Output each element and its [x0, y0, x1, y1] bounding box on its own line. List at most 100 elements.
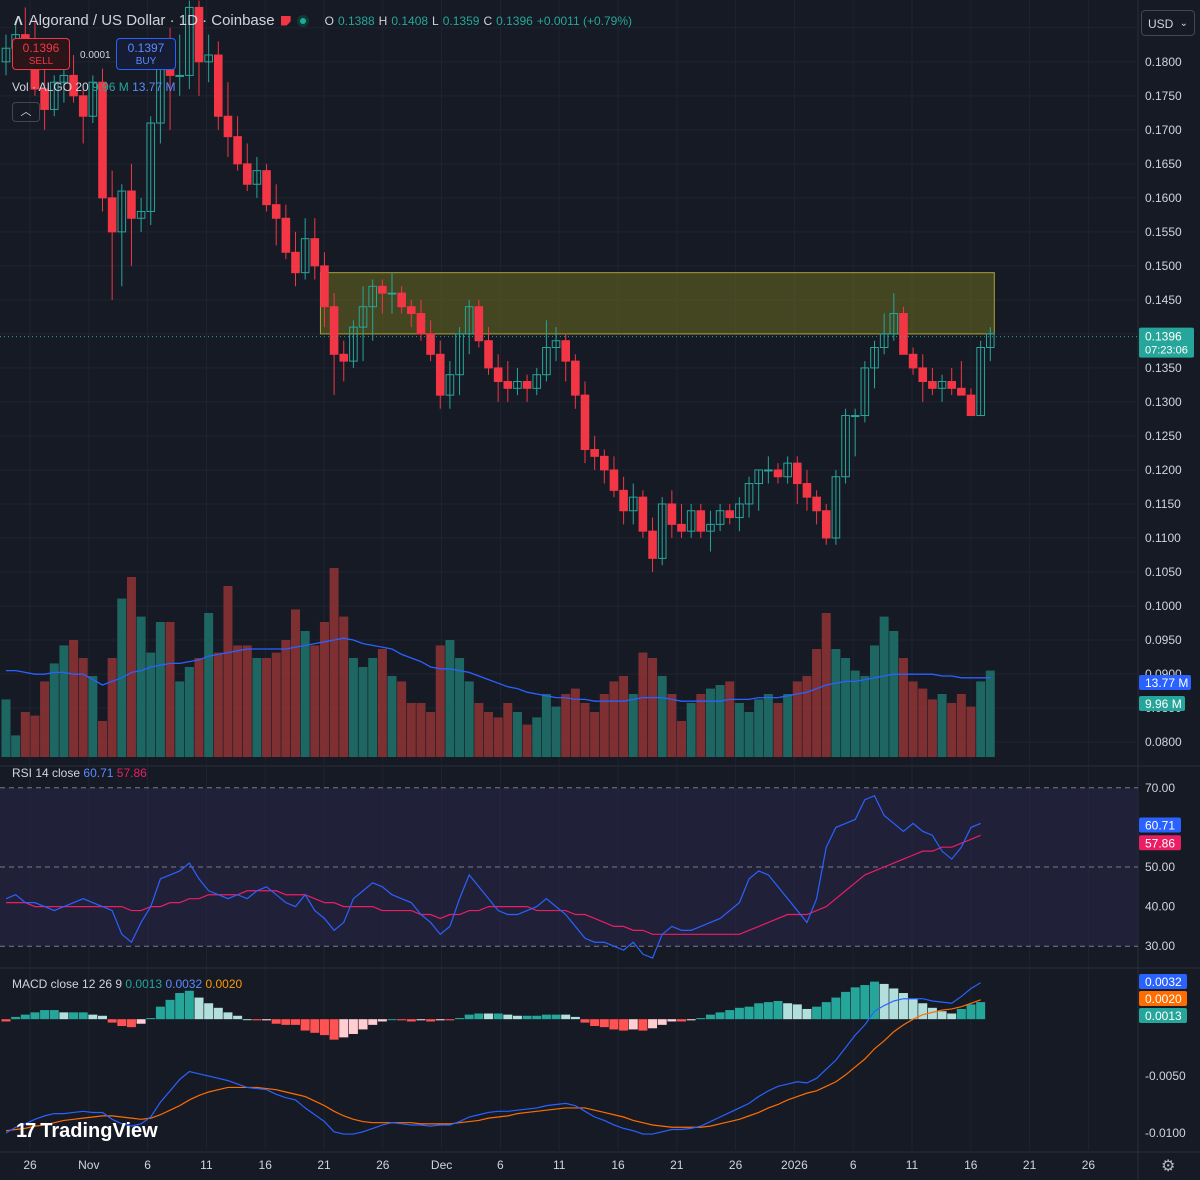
candle [609, 456, 619, 498]
macd-histogram-bar [927, 1007, 937, 1020]
volume-bar [20, 712, 30, 757]
macd-histogram-bar [291, 1019, 300, 1025]
macd-value-tag [1139, 991, 1187, 1006]
candle [233, 116, 242, 171]
volume-bar [339, 616, 349, 757]
candle-body [628, 496, 638, 512]
candle-body [657, 503, 667, 559]
candle-body [185, 6, 194, 76]
macd-histogram-bar [11, 1016, 21, 1020]
macd-histogram-bar [754, 1003, 764, 1020]
volume-ma-axis-label: 13.77 M [1145, 676, 1188, 690]
price-tick-label: 0.1650 [1145, 157, 1182, 171]
candle-body [889, 312, 899, 335]
buy-button[interactable]: 0.1397 BUY [116, 38, 176, 70]
rsi-ma-legend-value: 57.86 [116, 766, 147, 780]
volume-bar [493, 717, 503, 757]
candle [474, 299, 484, 348]
candle [764, 456, 773, 484]
volume-bar [522, 724, 532, 757]
time-tick-label: 16 [259, 1158, 273, 1172]
close-label: C [483, 13, 493, 28]
macd-histogram-bar [262, 1019, 272, 1021]
volume-bar [59, 645, 69, 757]
rsi-legend[interactable]: RSI 14 close 60.71 57.86 [12, 766, 147, 780]
macd-histogram-bar [49, 1010, 59, 1020]
candle [320, 252, 329, 328]
spread-value: 0.0001 [80, 50, 111, 61]
candle-body [397, 292, 406, 308]
candle [185, 0, 194, 90]
rsi-tick-label: 50.00 [1145, 860, 1175, 874]
volume-bar [300, 631, 310, 757]
candle [522, 374, 532, 402]
volume-bar [831, 649, 841, 757]
macd-signal-legend-value: 0.0020 [205, 977, 243, 991]
candle-body [59, 74, 69, 83]
candle [657, 497, 667, 566]
candle [638, 490, 648, 538]
candle-body [686, 510, 696, 532]
candle-body [937, 381, 947, 389]
candle-body [667, 503, 677, 525]
macd-histogram-bar [252, 1019, 262, 1021]
macd-histogram-bar [474, 1013, 484, 1020]
currency-selector[interactable]: USD ⌄ [1141, 10, 1195, 36]
macd-histogram-bar [628, 1019, 638, 1030]
volume-bar [860, 676, 870, 757]
candle [696, 503, 706, 538]
volume-bar [416, 703, 426, 757]
tradingview-logo[interactable]: 17 TradingView [16, 1120, 158, 1143]
candle-body [821, 510, 831, 539]
macd-histogram-bar [484, 1013, 493, 1020]
volume-bar [377, 649, 387, 757]
collapse-legend-button[interactable]: ︿ [12, 102, 40, 122]
ohlc-values: O 0.1388 H 0.1408 L 0.1359 C 0.1396 +0.0011 … [325, 14, 632, 28]
candle-body [78, 95, 88, 117]
candle-body [426, 333, 435, 355]
gear-icon[interactable]: ⚙ [1161, 1158, 1176, 1175]
candle [194, 0, 204, 96]
candle-body [88, 81, 98, 117]
symbol-title[interactable]: Algorand / US Dollar · 1D · Coinbase [28, 12, 275, 29]
macd-legend[interactable]: MACD close 12 26 9 0.0013 0.0032 0.0020 [12, 977, 242, 991]
candle-body [725, 510, 735, 519]
candle-body [648, 530, 657, 559]
candle-body [532, 374, 542, 389]
macd-histogram-bar [966, 1004, 976, 1020]
volume-legend[interactable]: Vol · ALGO 20 9.96 M 13.77 M [12, 80, 175, 94]
volume-bar [927, 699, 937, 757]
volume-bar [879, 616, 889, 757]
last-price-label: 0.1396 [1145, 330, 1182, 344]
volume-bar [918, 688, 928, 757]
macd-histogram-bar [281, 1019, 291, 1025]
macd-histogram-bar [561, 1014, 571, 1020]
candle [735, 497, 744, 532]
candle [619, 476, 628, 525]
price-tick-label: 0.1000 [1145, 599, 1182, 613]
macd-histogram-bar [619, 1019, 629, 1031]
candle-body [793, 462, 802, 485]
flag-icon[interactable] [280, 15, 291, 26]
volume-bar [773, 703, 783, 757]
macd-histogram-bar [783, 1003, 793, 1020]
candle [339, 340, 349, 382]
macd-histogram-bar [368, 1019, 378, 1025]
macd-histogram-bar [908, 998, 918, 1020]
time-tick-label: 26 [729, 1158, 743, 1172]
time-tick-label: 2026 [781, 1158, 808, 1172]
candle [416, 299, 426, 341]
volume-axis-label: 9.96 M [1145, 697, 1182, 711]
macd-histogram-bar [126, 1019, 136, 1028]
rsi-tick-label: 70.00 [1145, 781, 1175, 795]
sell-button[interactable]: 0.1396 SELL [12, 38, 70, 70]
volume-bar [956, 694, 966, 757]
candle [407, 299, 416, 328]
macd-tick-label: -0.0050 [1145, 1069, 1186, 1083]
macd-histogram-bar [20, 1014, 30, 1020]
macd-histogram-bar [455, 1018, 465, 1020]
volume-bar [792, 681, 802, 757]
candle [715, 503, 725, 532]
macd-histogram-bar [397, 1019, 407, 1021]
